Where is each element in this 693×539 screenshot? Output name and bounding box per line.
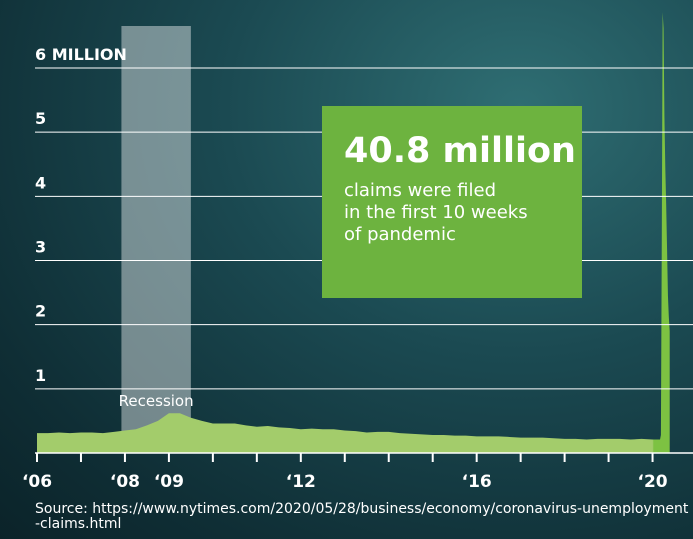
x-tick-label: ‘09 [154, 472, 184, 492]
y-tick-label: 2 [35, 302, 46, 321]
x-tick-label: ‘12 [286, 472, 316, 492]
callout-text: in the first 10 weeks [344, 202, 528, 223]
source-note: Source: https://www.nytimes.com/2020/05/… [35, 501, 689, 532]
x-tick-label: ‘16 [462, 472, 492, 492]
recession-label: Recession [119, 392, 194, 410]
callout-headline: 40.8 million [344, 131, 576, 171]
callout-text: of pandemic [344, 224, 456, 245]
x-tick-label: ‘20 [637, 472, 667, 492]
x-tick-label: ‘08 [110, 472, 140, 492]
y-tick-label: 5 [35, 109, 46, 128]
y-tick-label: 6 MILLION [35, 45, 127, 64]
callout-text: claims were filed [344, 180, 496, 201]
recession-band [121, 26, 191, 453]
x-tick-label: ‘06 [22, 472, 52, 492]
y-tick-label: 4 [35, 173, 46, 192]
callout-box [322, 106, 582, 298]
y-tick-label: 3 [35, 238, 46, 257]
y-tick-label: 1 [35, 366, 46, 385]
